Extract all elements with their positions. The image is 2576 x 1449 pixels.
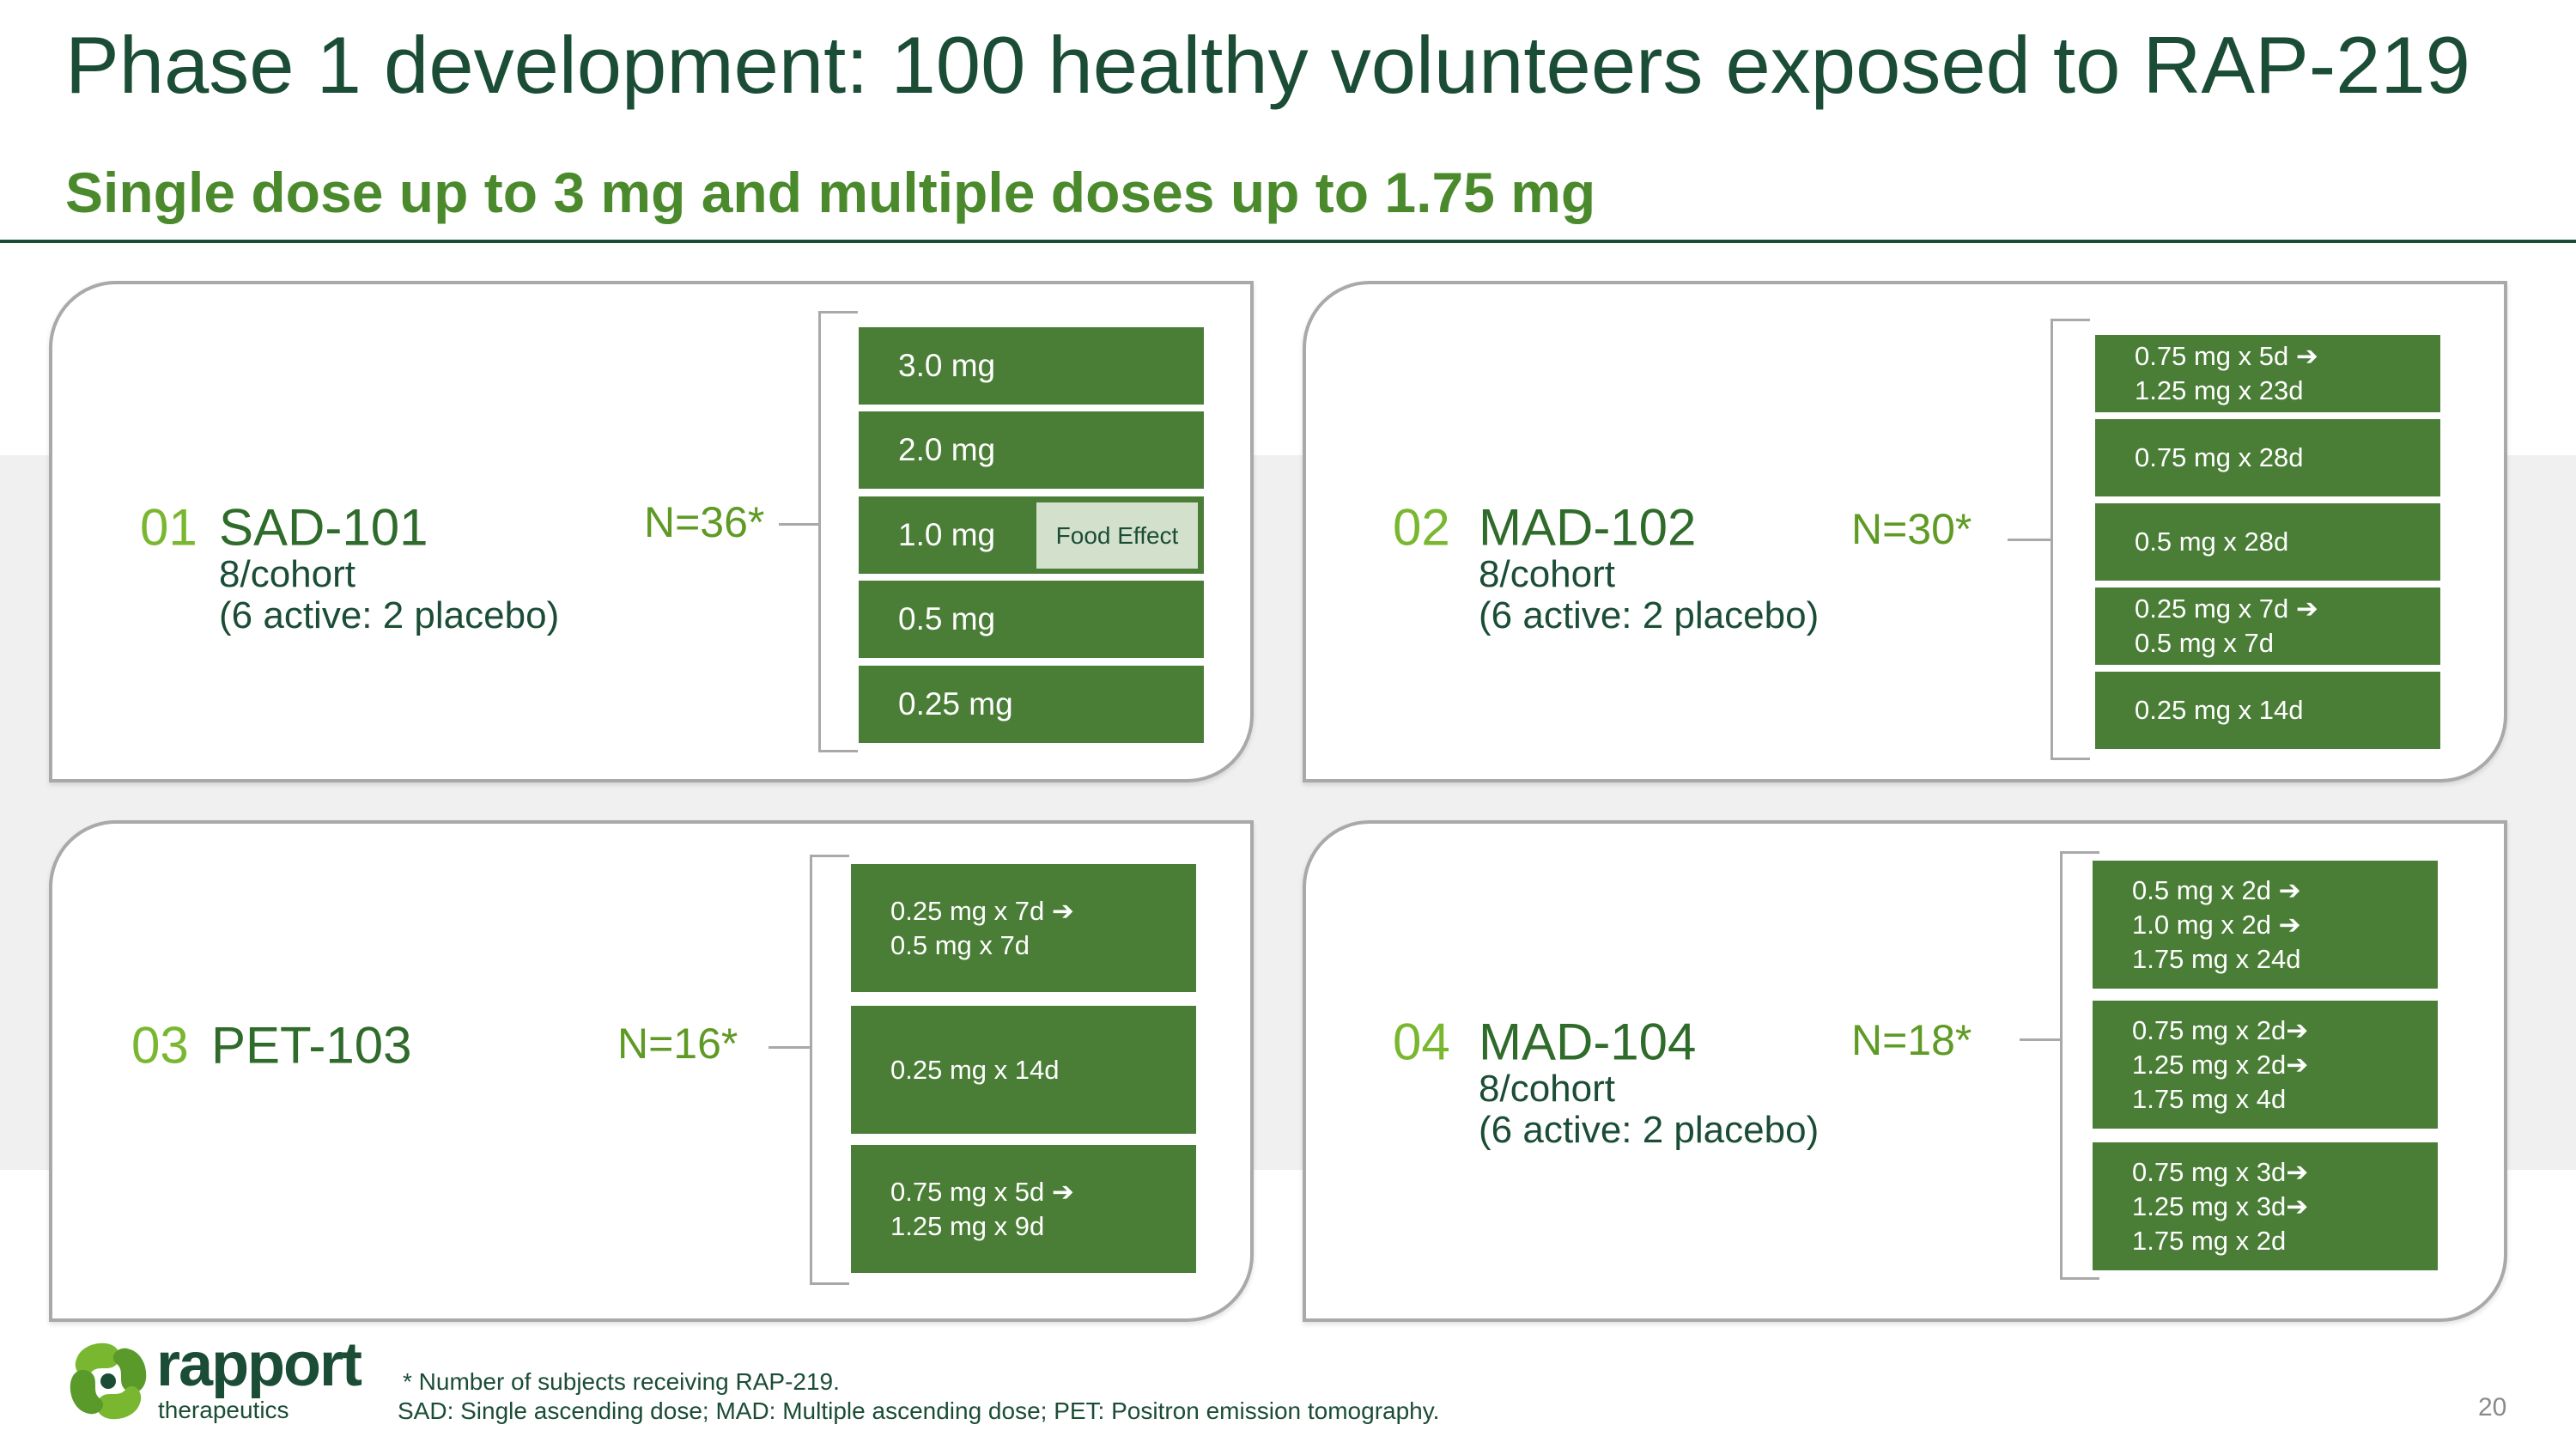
dose-box: 0.75 mg x 5d ➔ 1.25 mg x 23d [2095,335,2440,412]
dose-label: 1.25 mg x 3d➔ [2132,1190,2309,1221]
dose-label: 0.75 mg x 5d ➔ [2135,341,2318,371]
dose-box: 0.75 mg x 28d [2095,419,2440,496]
logo-wordmark: rapport [156,1330,362,1399]
dose-label: 0.75 mg x 28d [2135,442,2304,472]
logo-subtitle: therapeutics [158,1397,289,1423]
study-name: SAD-101 [219,498,428,557]
dose-label: 0.5 mg x 2d ➔ [2132,874,2301,905]
study-number: 03 [131,1016,189,1075]
dose-box: 0.25 mg x 14d [2095,672,2440,749]
dose-label: 0.25 mg x 7d ➔ [2135,594,2318,624]
bracket [2060,851,2099,1280]
dose-box: 0.75 mg x 5d ➔ 1.25 mg x 9d [851,1145,1196,1273]
dose-label: 1.25 mg x 23d [2135,375,2304,405]
dose-box: 0.25 mg [859,666,1204,743]
dose-label: 0.25 mg x 14d [890,1054,1060,1085]
rapport-logo-icon [65,1338,151,1424]
study-n: N=16* [617,1020,738,1068]
bracket [2050,319,2090,760]
dose-box: 3.0 mg [859,327,1204,405]
study-ratio: (6 active: 2 placebo) [1479,594,1820,636]
dose-label: 0.75 mg x 5d ➔ [890,1176,1074,1207]
page-subtitle: Single dose up to 3 mg and multiple dose… [65,161,1596,224]
dose-label: 0.5 mg x 7d [2135,628,2274,658]
connector-line [2008,539,2050,541]
dose-label: 1.0 mg x 2d ➔ [2132,909,2301,940]
dose-label: 1.75 mg x 2d [2132,1225,2287,1256]
title-divider [0,240,2576,243]
connector-line [769,1046,810,1049]
dose-label: 1.25 mg x 9d [890,1210,1045,1241]
dose-box: 0.75 mg x 3d➔ 1.25 mg x 3d➔ 1.75 mg x 2d [2093,1142,2438,1270]
dose-label: 0.5 mg x 7d [890,929,1030,960]
study-cohort: 8/cohort [219,553,355,595]
dose-box: 0.25 mg x 7d ➔ 0.5 mg x 7d [851,864,1196,992]
footnote-abbreviations: SAD: Single ascending dose; MAD: Multipl… [398,1397,1440,1424]
dose-label: 0.75 mg x 2d➔ [2132,1014,2309,1045]
study-n: N=18* [1851,1016,1972,1064]
dose-label: 2.0 mg [898,432,996,467]
page-number: 20 [2478,1393,2507,1422]
dose-label: 3.0 mg [898,348,996,383]
dose-label: 1.0 mg [898,517,996,552]
dose-box: 0.5 mg x 2d ➔ 1.0 mg x 2d ➔ 1.75 mg x 24d [2093,861,2438,989]
dose-label: 0.25 mg [898,686,1013,721]
dose-label: 1.25 mg x 2d➔ [2132,1049,2309,1080]
study-name: PET-103 [211,1016,412,1075]
study-cohort: 8/cohort [1479,553,1615,595]
dose-label: 0.25 mg x 14d [2135,695,2304,725]
dose-box: 0.5 mg [859,581,1204,658]
dose-label: 0.5 mg x 28d [2135,527,2289,557]
connector-line [779,523,818,526]
footnote-asterisk: * Number of subjects receiving RAP-219. [403,1368,840,1395]
dose-box: 2.0 mg [859,411,1204,489]
study-cohort: 8/cohort [1479,1068,1615,1110]
dose-box: 0.25 mg x 14d [851,1006,1196,1134]
dose-label: 1.75 mg x 24d [2132,943,2301,974]
food-effect-badge: Food Effect [1036,502,1198,569]
study-number: 04 [1393,1013,1450,1071]
study-ratio: (6 active: 2 placebo) [219,594,560,636]
dose-label: 0.5 mg [898,601,996,636]
connector-line [2020,1038,2060,1041]
study-number: 01 [140,498,197,557]
study-name: MAD-104 [1479,1013,1697,1071]
dose-label: 0.75 mg x 3d➔ [2132,1156,2309,1187]
bracket [810,855,849,1285]
study-n: N=36* [644,498,765,546]
study-number: 02 [1393,498,1450,557]
dose-label: 0.25 mg x 7d ➔ [890,895,1074,926]
study-ratio: (6 active: 2 placebo) [1479,1109,1820,1151]
page-title: Phase 1 development: 100 healthy volunte… [65,20,2470,110]
dose-label: 1.75 mg x 4d [2132,1083,2287,1114]
study-n: N=30* [1851,505,1972,553]
bracket [818,311,858,752]
study-name: MAD-102 [1479,498,1697,557]
dose-box: 0.75 mg x 2d➔ 1.25 mg x 2d➔ 1.75 mg x 4d [2093,1001,2438,1129]
dose-box: 0.5 mg x 28d [2095,503,2440,581]
dose-box: 0.25 mg x 7d ➔ 0.5 mg x 7d [2095,588,2440,665]
